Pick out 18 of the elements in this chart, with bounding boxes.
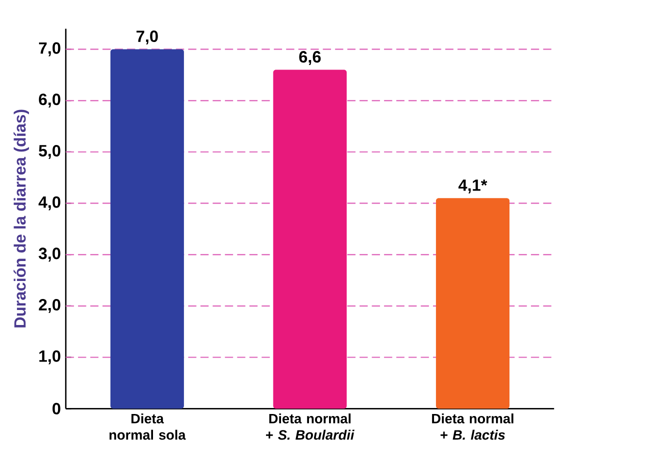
y-axis-title: Duración de la diarrea (días) (14, 110, 29, 328)
bar (436, 198, 510, 409)
y-tick-label: 3,0 (38, 248, 60, 262)
data-label: 6,6 (299, 51, 321, 65)
x-tick-label: Dieta normal + B. lactis (432, 413, 514, 440)
x-tick-label: Dieta normal sola (110, 413, 186, 440)
y-tick-label: 0 (52, 402, 60, 414)
y-tick-label: 7,0 (39, 42, 60, 56)
y-tick-label: 6,0 (38, 94, 60, 108)
y-tick-label: 5,0 (38, 144, 60, 159)
bar (110, 49, 184, 409)
y-tick-label: 4,0 (38, 196, 60, 210)
data-label: 4,1* (458, 180, 488, 194)
y-tick-label: 1,0 (39, 350, 60, 364)
y-tick-label: 2,0 (38, 299, 60, 313)
x-tick-label: Dieta normal + S. Boulardii (266, 413, 354, 440)
data-label: 7,0 (136, 30, 158, 44)
bar (273, 70, 347, 409)
